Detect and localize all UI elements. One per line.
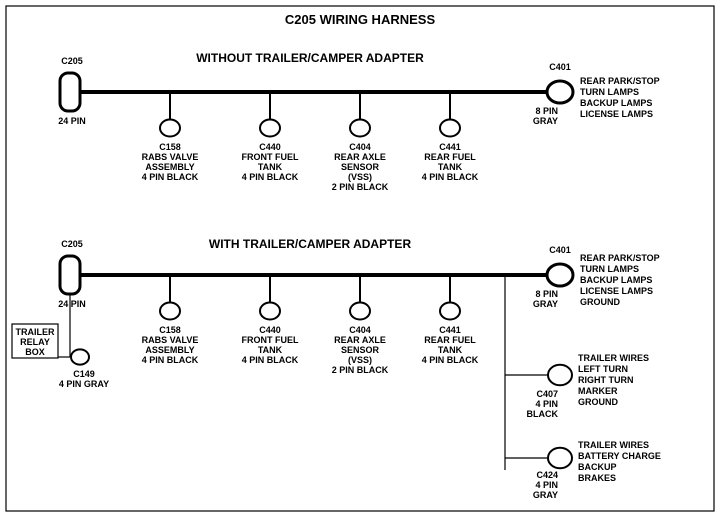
svg-text:4 PIN GRAY: 4 PIN GRAY	[59, 379, 109, 389]
svg-text:8 PIN: 8 PIN	[535, 106, 558, 116]
svg-text:4 PIN BLACK: 4 PIN BLACK	[422, 355, 479, 365]
svg-text:GROUND: GROUND	[578, 397, 618, 407]
svg-text:FRONT FUEL: FRONT FUEL	[242, 335, 299, 345]
svg-text:C205: C205	[61, 239, 83, 249]
svg-text:LEFT TURN: LEFT TURN	[578, 364, 628, 374]
svg-text:C404: C404	[349, 142, 371, 152]
svg-text:C205: C205	[61, 56, 83, 66]
svg-text:C158: C158	[159, 325, 181, 335]
svg-text:GRAY: GRAY	[533, 116, 558, 126]
svg-text:C401: C401	[549, 245, 571, 255]
svg-text:RIGHT TURN: RIGHT TURN	[578, 375, 634, 385]
svg-text:TURN LAMPS: TURN LAMPS	[580, 264, 639, 274]
svg-text:WITH TRAILER/CAMPER ADAPTER: WITH TRAILER/CAMPER ADAPTER	[209, 237, 412, 251]
svg-text:WITHOUT TRAILER/CAMPER ADAPT: WITHOUT TRAILER/CAMPER ADAPTER	[196, 51, 424, 65]
svg-text:24 PIN: 24 PIN	[58, 116, 86, 126]
svg-text:RABS VALVE: RABS VALVE	[142, 152, 199, 162]
svg-text:2 PIN BLACK: 2 PIN BLACK	[332, 365, 389, 375]
svg-text:4 PIN BLACK: 4 PIN BLACK	[142, 172, 199, 182]
svg-text:TANK: TANK	[258, 345, 283, 355]
svg-text:BACKUP LAMPS: BACKUP LAMPS	[580, 275, 652, 285]
svg-text:C441: C441	[439, 325, 461, 335]
svg-text:4 PIN BLACK: 4 PIN BLACK	[242, 355, 299, 365]
svg-text:GRAY: GRAY	[533, 299, 558, 309]
svg-text:GRAY: GRAY	[533, 490, 558, 500]
wiring-diagram: C205 WIRING HARNESS WITHOUT TRAILER/CAMPE…	[0, 0, 720, 517]
svg-text:TANK: TANK	[438, 162, 463, 172]
svg-text:C205 WIRING HARNESS: C205 WIRING HARNESS	[285, 12, 436, 27]
svg-text:GROUND: GROUND	[580, 297, 620, 307]
svg-text:TURN LAMPS: TURN LAMPS	[580, 87, 639, 97]
svg-text:REAR AXLE: REAR AXLE	[334, 152, 386, 162]
svg-text:REAR PARK/STOP: REAR PARK/STOP	[580, 76, 660, 86]
svg-text:BOX: BOX	[25, 347, 45, 357]
svg-text:REAR FUEL: REAR FUEL	[424, 335, 476, 345]
svg-text:C158: C158	[159, 142, 181, 152]
svg-text:BLACK: BLACK	[527, 409, 559, 419]
svg-text:4 PIN: 4 PIN	[535, 480, 558, 490]
svg-text:BATTERY CHARGE: BATTERY CHARGE	[578, 451, 661, 461]
svg-text:8 PIN: 8 PIN	[535, 289, 558, 299]
svg-text:REAR FUEL: REAR FUEL	[424, 152, 476, 162]
svg-text:REAR AXLE: REAR AXLE	[334, 335, 386, 345]
svg-text:TRAILER WIRES: TRAILER WIRES	[578, 440, 649, 450]
svg-text:24 PIN: 24 PIN	[58, 299, 86, 309]
svg-text:C407: C407	[536, 389, 558, 399]
svg-text:RELAY: RELAY	[20, 337, 50, 347]
svg-text:SENSOR: SENSOR	[341, 345, 380, 355]
svg-text:C401: C401	[549, 62, 571, 72]
svg-text:C149: C149	[73, 369, 95, 379]
svg-text:C440: C440	[259, 142, 281, 152]
svg-text:C440: C440	[259, 325, 281, 335]
svg-text:RABS VALVE: RABS VALVE	[142, 335, 199, 345]
svg-text:SENSOR: SENSOR	[341, 162, 380, 172]
svg-text:ASSEMBLY: ASSEMBLY	[145, 345, 194, 355]
svg-text:(VSS): (VSS)	[348, 172, 372, 182]
svg-text:C424: C424	[536, 470, 558, 480]
svg-text:TRAILER WIRES: TRAILER WIRES	[578, 353, 649, 363]
svg-text:4 PIN: 4 PIN	[535, 399, 558, 409]
svg-text:TANK: TANK	[438, 345, 463, 355]
svg-text:MARKER: MARKER	[578, 386, 618, 396]
svg-text:BACKUP: BACKUP	[578, 462, 617, 472]
svg-text:(VSS): (VSS)	[348, 355, 372, 365]
svg-text:ASSEMBLY: ASSEMBLY	[145, 162, 194, 172]
svg-text:REAR PARK/STOP: REAR PARK/STOP	[580, 253, 660, 263]
svg-text:4 PIN BLACK: 4 PIN BLACK	[142, 355, 199, 365]
svg-text:TANK: TANK	[258, 162, 283, 172]
svg-text:4 PIN BLACK: 4 PIN BLACK	[242, 172, 299, 182]
svg-text:C404: C404	[349, 325, 371, 335]
svg-text:LICENSE LAMPS: LICENSE LAMPS	[580, 109, 653, 119]
svg-text:BACKUP LAMPS: BACKUP LAMPS	[580, 98, 652, 108]
svg-text:2 PIN BLACK: 2 PIN BLACK	[332, 182, 389, 192]
svg-text:LICENSE LAMPS: LICENSE LAMPS	[580, 286, 653, 296]
svg-text:C441: C441	[439, 142, 461, 152]
svg-text:4 PIN BLACK: 4 PIN BLACK	[422, 172, 479, 182]
svg-text:BRAKES: BRAKES	[578, 473, 616, 483]
svg-text:FRONT FUEL: FRONT FUEL	[242, 152, 299, 162]
svg-text:TRAILER: TRAILER	[16, 327, 55, 337]
